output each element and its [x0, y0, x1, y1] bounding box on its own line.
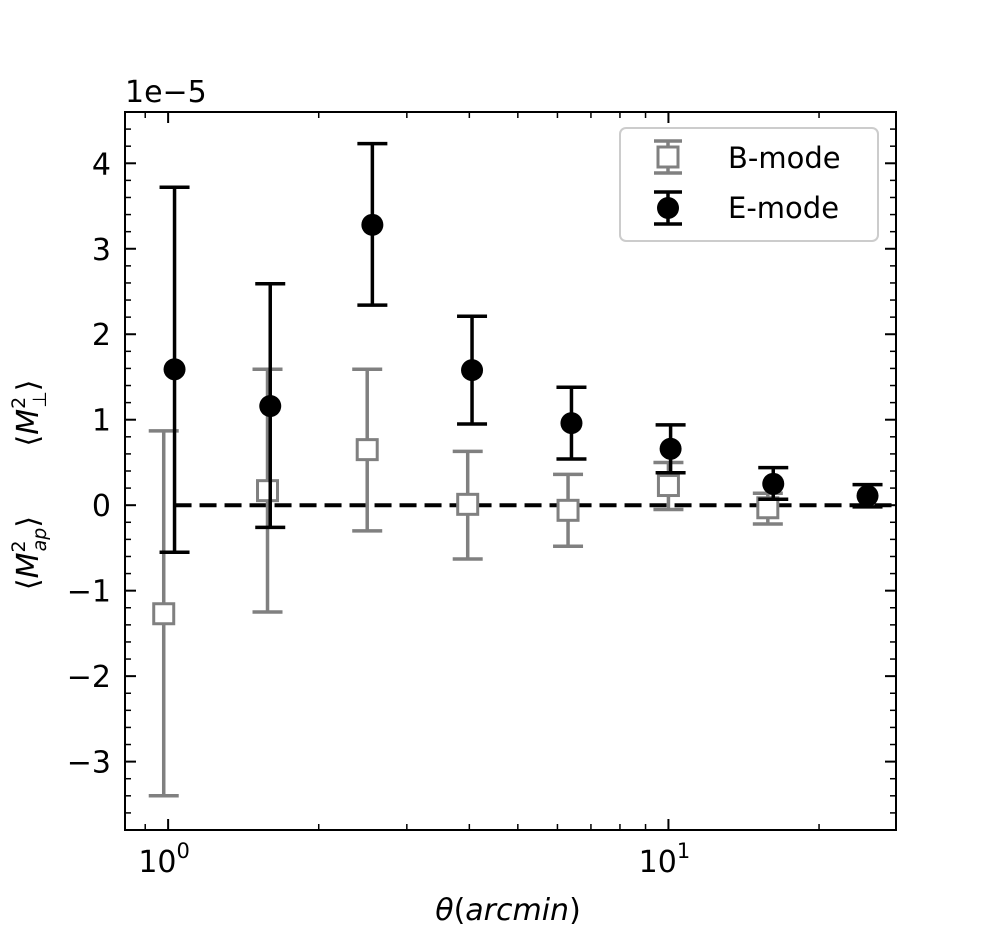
y-tick-label: 4: [92, 147, 111, 182]
y-axis-label-perp: ⟨M2⊥⟩: [8, 380, 51, 447]
y-tick-label: 0: [92, 489, 111, 524]
x-axis-label-symbol: θ: [435, 893, 453, 928]
y-axis-label-ap-close: ⟩: [11, 516, 46, 528]
y-axis-label-ap-open: ⟨: [11, 578, 46, 590]
e-mode-point: [361, 213, 384, 236]
legend-box: [619, 127, 879, 242]
series-b-mode: [148, 367, 783, 798]
x-axis-label-unit-open: (: [454, 893, 466, 928]
series-e-mode: [159, 141, 883, 554]
e-mode-point: [856, 484, 879, 507]
x-axis-label: θ(arcmin): [435, 893, 581, 928]
y-tick-label: 3: [92, 233, 111, 268]
y-tick-label: −1: [67, 575, 111, 610]
x-tick-label-exponent: 0: [177, 839, 190, 863]
b-mode-point: [355, 438, 379, 462]
x-axis-label-unit: arcmin: [465, 893, 569, 928]
y-axis-label-ap-sub: ap: [29, 528, 51, 552]
b-mode-point: [556, 498, 580, 522]
y-axis-label-perp-sup: 2: [8, 397, 30, 409]
x-tick-label: 101: [639, 839, 691, 880]
legend-entry-e-mode: E-mode: [654, 190, 839, 226]
b-mode-point: [152, 602, 176, 626]
y-offset-label: 1e−5: [125, 75, 207, 110]
y-tick-label: −3: [67, 746, 111, 781]
y-tick-label: −2: [67, 660, 111, 695]
y-axis-label-ap-symbol: M: [11, 552, 46, 578]
b-mode-point: [456, 492, 480, 516]
legend-b-mode-marker: [656, 145, 680, 169]
legend-e-mode-marker: [657, 197, 679, 219]
e-mode-point: [762, 472, 785, 495]
legend-entry-b-mode: B-mode: [654, 139, 841, 175]
legend-e-mode-label: E-mode: [728, 191, 839, 225]
axis-ticks: [125, 111, 896, 831]
legend: B-mode E-mode: [619, 127, 879, 242]
y-tick-label: 1: [92, 404, 111, 439]
y-axis-label-perp-sub: ⊥: [29, 391, 51, 408]
x-axis-label-unit-close: ): [569, 893, 581, 928]
x-tick-label: 100: [138, 839, 190, 880]
x-tick-label-base: 10: [138, 845, 176, 880]
series-layer: [148, 141, 883, 798]
y-axis-label-perp-symbol: M: [11, 409, 46, 435]
y-axis-label-ap-sup: 2: [8, 540, 30, 552]
legend-b-mode-label: B-mode: [728, 141, 841, 175]
e-mode-point: [163, 358, 186, 381]
x-tick-label-exponent: 1: [677, 839, 690, 863]
b-mode-point: [256, 479, 280, 503]
e-mode-point: [259, 395, 282, 418]
e-mode-point: [461, 359, 484, 382]
y-axis-label-perp-open: ⟨: [11, 435, 46, 447]
y-axis-label: ⟨M2ap⟩ ⟨M2⊥⟩: [8, 380, 51, 591]
x-tick-label-base: 10: [639, 845, 677, 880]
y-axis-label-ap: ⟨M2ap⟩: [8, 516, 51, 590]
e-mode-point: [560, 412, 583, 435]
y-tick-label: 2: [92, 318, 111, 353]
b-mode-point: [656, 474, 680, 498]
e-mode-point: [659, 437, 682, 460]
y-axis-label-perp-close: ⟩: [11, 380, 46, 392]
